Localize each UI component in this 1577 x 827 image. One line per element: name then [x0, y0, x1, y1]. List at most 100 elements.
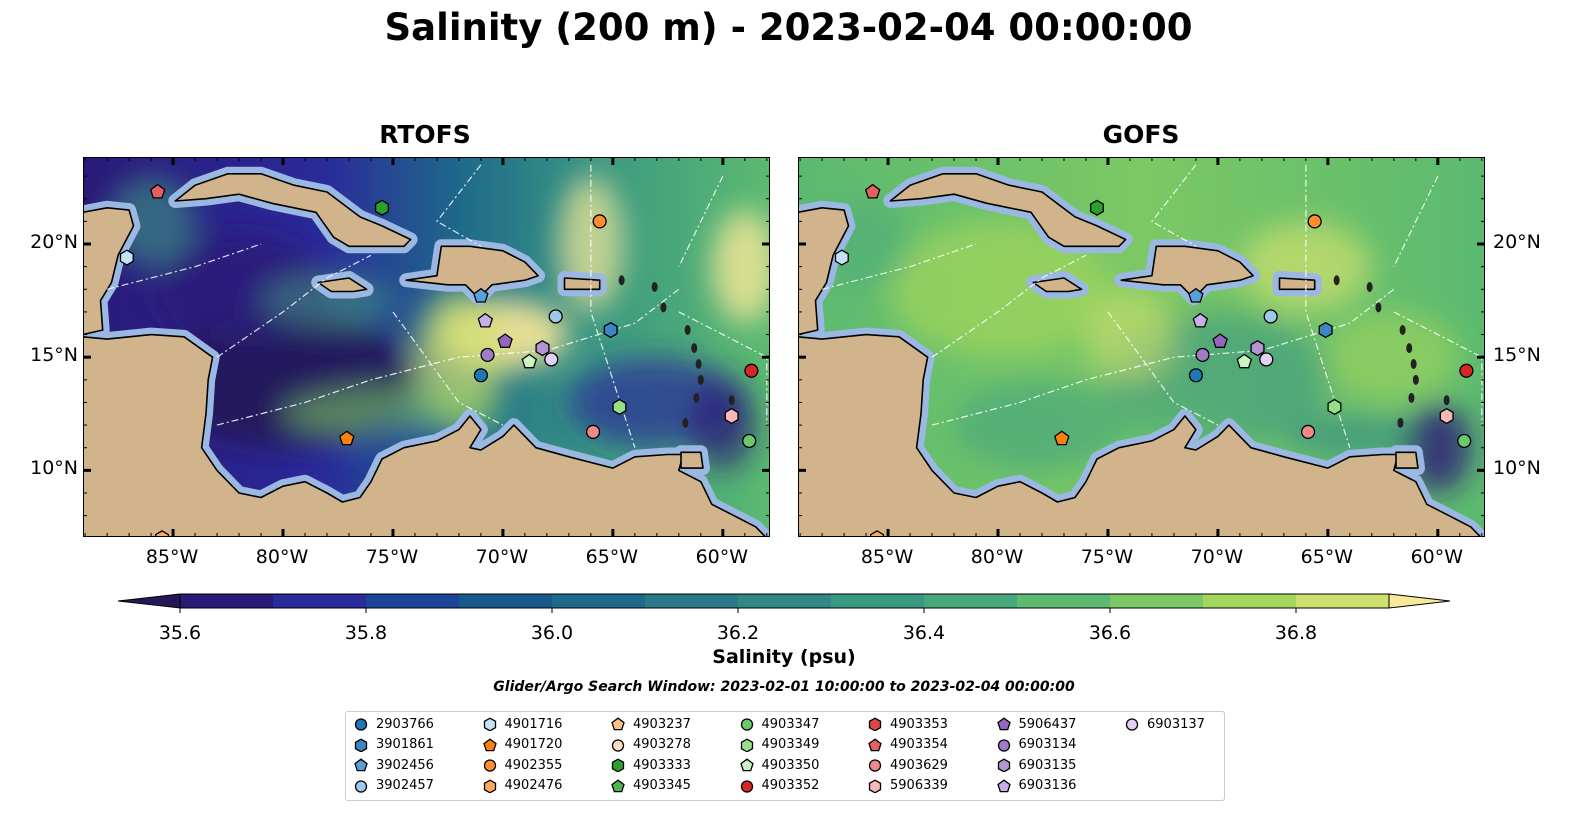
- platform-marker-5906437: [1212, 333, 1228, 348]
- map-panel-gofs: [790, 157, 1494, 550]
- lon-tick-label: 80°W: [255, 546, 309, 568]
- legend-label: 4902476: [504, 778, 563, 793]
- lon-tick-label: 70°W: [1190, 546, 1244, 568]
- colorbar-bin: [273, 594, 367, 608]
- lat-tick-label-right: 15°N: [1493, 344, 1541, 367]
- legend-label: 4901716: [504, 716, 563, 732]
- colorbar-bin: [738, 594, 832, 608]
- island: [1412, 374, 1419, 385]
- platform-marker-4901716: [834, 249, 849, 266]
- platform-marker-3902456: [1188, 287, 1204, 303]
- legend-marker-circle-icon: [868, 759, 882, 772]
- map-panel-rtofs: [75, 157, 779, 550]
- legend-marker-pentagon-icon: [868, 737, 882, 751]
- platform-marker-6903137: [544, 352, 559, 367]
- platform-marker-6903134: [480, 347, 495, 363]
- colorbar-bin: [831, 594, 925, 608]
- land-puerto-rico: [563, 277, 601, 291]
- platform-marker-6903136: [1192, 312, 1209, 328]
- platform-marker-5906339: [1439, 407, 1454, 425]
- legend-item-4903629: 4903629: [868, 756, 948, 774]
- land-hispaniola: [405, 245, 539, 300]
- platform-marker-6903137: [1259, 352, 1274, 367]
- legend-item-4903347: 4903347: [740, 715, 819, 733]
- platform-marker-4903333: [374, 199, 389, 216]
- legend-item-4903278: 4903278: [611, 736, 691, 754]
- platform-marker-4903350: [1236, 353, 1253, 369]
- legend-marker-pentagon-icon: [611, 778, 625, 792]
- legend-label: 4903629: [890, 757, 948, 773]
- legend-marker-hexagon-icon: [611, 758, 625, 772]
- legend-label: 5906437: [1018, 716, 1077, 732]
- legend-label: 2903766: [376, 716, 434, 732]
- island: [684, 325, 691, 336]
- legend-item-4903333: 4903333: [611, 756, 691, 774]
- platform-marker-4901720: [1054, 430, 1070, 446]
- legend-item-6903136: 6903136: [996, 777, 1077, 795]
- colorbar-tick-label: 36.6: [1088, 622, 1132, 644]
- colorbar-tick-label: 36.8: [1274, 622, 1318, 644]
- legend-label: 4903278: [633, 737, 691, 752]
- colorbar-frame: [179, 593, 1390, 609]
- legend-item-5906437: 5906437: [996, 715, 1077, 733]
- colorbar-label: Salinity (psu): [712, 646, 856, 668]
- legend-label: 6903136: [1018, 778, 1077, 793]
- legend-marker-hexagon-icon: [483, 717, 496, 731]
- colorbar-bin: [1203, 594, 1297, 608]
- colorbar-over-extension: [1388, 593, 1451, 609]
- platform-marker-6903135: [535, 340, 550, 357]
- legend-item-6903135: 6903135: [997, 756, 1076, 774]
- colorbar-bin: [180, 594, 274, 608]
- legend-label: 4903345: [633, 778, 691, 793]
- lon-tick-label: 75°W: [365, 546, 419, 568]
- legend-marker-pentagon-icon: [996, 717, 1011, 731]
- legend-item-3902456: 3902456: [354, 756, 434, 774]
- platform-marker-4903354: [149, 183, 166, 199]
- platform-marker-5906339: [724, 407, 739, 425]
- legend-item-3901861: 3901861: [354, 736, 434, 754]
- legend-item-4903345: 4903345: [611, 777, 691, 795]
- legend-item-6903137: 6903137: [1125, 715, 1205, 733]
- colorbar: [117, 593, 1451, 613]
- platform-marker-3901861: [603, 321, 618, 339]
- legend-label: 3901861: [376, 737, 434, 752]
- legend-label: 4903333: [633, 757, 691, 773]
- legend-marker-circle-icon: [997, 738, 1010, 752]
- legend-marker-hexagon-icon: [997, 758, 1010, 772]
- lat-tick-label-right: 20°N: [1493, 231, 1541, 253]
- legend-marker-hexagon-icon: [354, 737, 368, 752]
- colorbar-bin: [366, 594, 460, 608]
- platform-marker-4903629: [1300, 424, 1316, 439]
- colorbar-bin: [924, 594, 1018, 608]
- legend-item-4901716: 4901716: [483, 715, 563, 733]
- island: [682, 417, 689, 428]
- lat-tick-label-left: 15°N: [30, 344, 78, 367]
- legend-marker-circle-icon: [354, 718, 368, 731]
- legend-marker-circle-icon: [611, 738, 625, 752]
- platform-marker-2903766: [1188, 368, 1204, 383]
- land-jamaica: [317, 277, 368, 293]
- island: [697, 374, 704, 385]
- platform-marker-3901861: [1318, 321, 1333, 339]
- legend-label: 6903134: [1018, 737, 1077, 752]
- legend-item-4903352: 4903352: [740, 777, 819, 795]
- platform-marker-4901716: [119, 249, 134, 266]
- platform-marker-4903333: [1089, 199, 1104, 216]
- legend-item-4903349: 4903349: [740, 736, 819, 754]
- legend-label: 6903137: [1147, 716, 1205, 732]
- legend-label: 4903350: [761, 757, 820, 773]
- island: [1366, 282, 1373, 293]
- island: [651, 282, 658, 293]
- lat-tick-label-right: 10°N: [1493, 457, 1541, 480]
- colorbar-bin: [1110, 594, 1204, 608]
- legend-marker-pentagon-icon: [482, 737, 497, 751]
- platform-marker-6903135: [1250, 340, 1265, 357]
- legend-item-4901720: 4901720: [482, 736, 562, 754]
- platform-marker-4903350: [521, 353, 538, 369]
- colorbar-under-extension: [117, 593, 181, 609]
- platform-marker-4903352: [1459, 363, 1474, 378]
- legend-label: 4903237: [633, 716, 691, 732]
- island: [1399, 325, 1406, 336]
- land-cuba: [889, 173, 1127, 248]
- legend-item-3902457: 3902457: [354, 777, 434, 795]
